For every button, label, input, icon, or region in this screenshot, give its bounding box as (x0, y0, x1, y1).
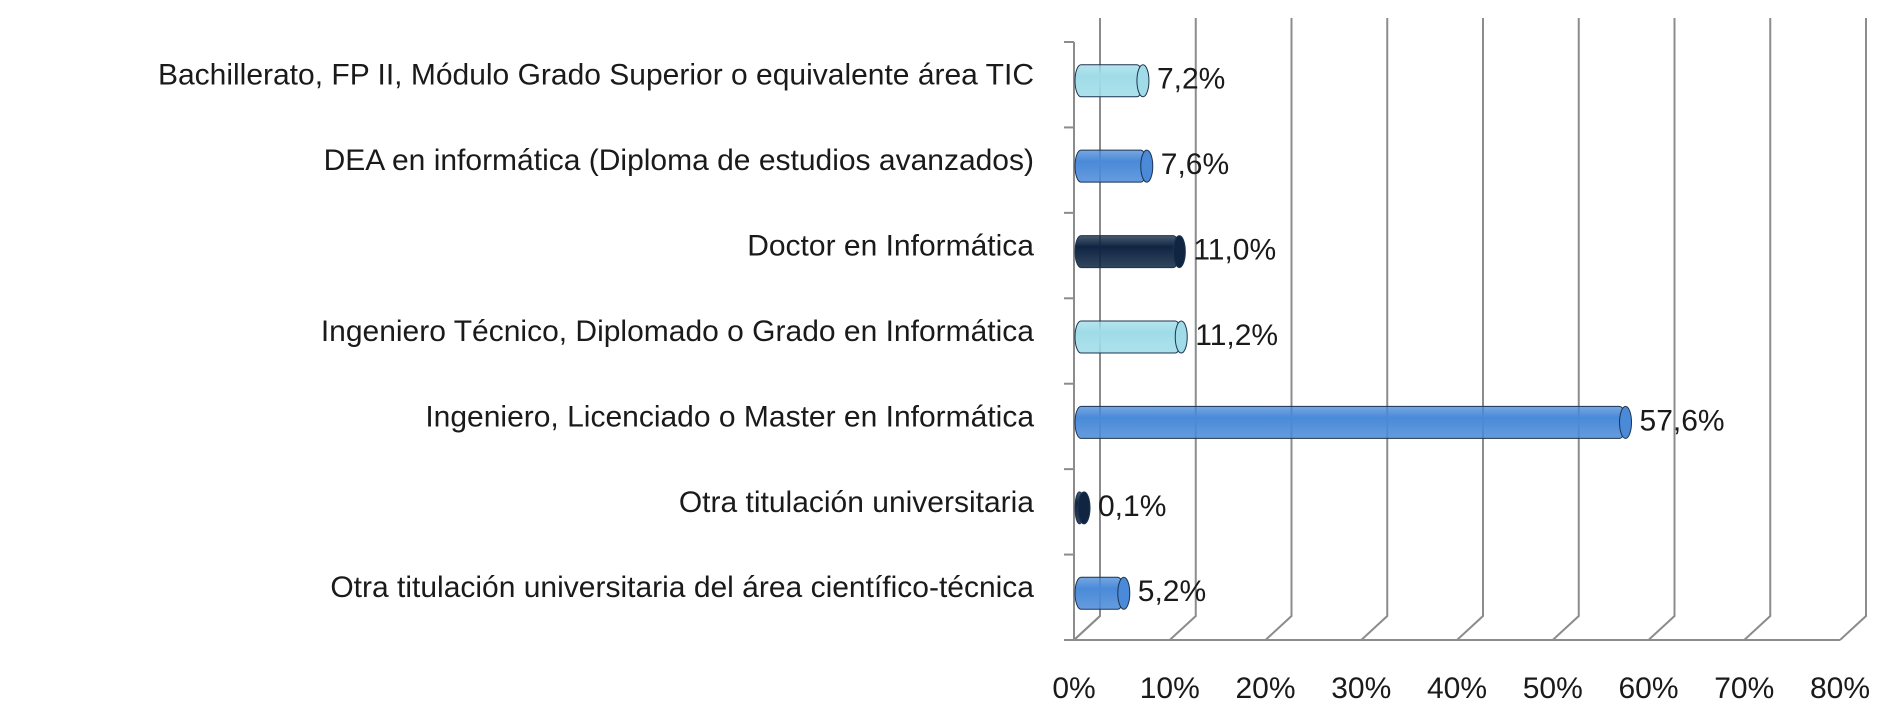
grid-line (1552, 18, 1580, 641)
grid-line (1360, 18, 1389, 641)
x-tick-label: 60% (1618, 672, 1678, 705)
data-label: 57,6% (1640, 404, 1725, 437)
bar-cap (1140, 149, 1154, 183)
y-tick-label: Ingeniero Técnico, Diplomado o Grado en … (321, 315, 1034, 348)
grid-line (1839, 18, 1867, 641)
grid-line (1264, 18, 1293, 641)
bar-cap (1174, 320, 1188, 354)
grid-line (1169, 18, 1197, 641)
grid-line (1073, 18, 1101, 641)
data-label: 11,0% (1193, 233, 1276, 266)
y-tick-label: Ingeniero, Licenciado o Master en Inform… (425, 400, 1034, 433)
y-tick-label: Otra titulación universitaria del área c… (330, 571, 1034, 604)
y-tick-label: DEA en informática (Diploma de estudios … (324, 144, 1034, 177)
bar-cap (1619, 405, 1633, 439)
x-tick-label: 70% (1714, 672, 1774, 705)
x-tick-label: 20% (1235, 672, 1295, 705)
grid-line (1647, 18, 1676, 641)
bar (1074, 64, 1144, 98)
bar (1074, 320, 1182, 354)
bar (1074, 405, 1627, 439)
grid-line (1743, 18, 1772, 641)
x-tick-label: 30% (1331, 672, 1391, 705)
bar-cap (1172, 235, 1186, 269)
grid-line (1456, 18, 1484, 641)
y-tick-label: Otra titulación universitaria (679, 486, 1034, 519)
bar (1074, 576, 1125, 610)
y-tick-label: Doctor en Informática (747, 229, 1034, 262)
bar-cap (1077, 491, 1091, 525)
x-tick-label: 0% (1052, 672, 1095, 705)
y-tick-label: Bachillerato, FP II, Módulo Grado Superi… (158, 59, 1034, 92)
data-label: 11,2% (1195, 319, 1278, 352)
bar-cap (1117, 576, 1131, 610)
bar (1074, 235, 1180, 269)
data-label: 0,1% (1098, 490, 1166, 523)
x-tick-label: 50% (1523, 672, 1583, 705)
data-label: 7,2% (1157, 63, 1225, 96)
data-label: 5,2% (1138, 575, 1206, 608)
bar-cap (1136, 64, 1150, 98)
x-tick-label: 10% (1140, 672, 1200, 705)
bar (1074, 149, 1148, 183)
x-tick-label: 40% (1427, 672, 1487, 705)
x-tick-label: 80% (1810, 672, 1870, 705)
data-label: 7,6% (1161, 148, 1229, 181)
